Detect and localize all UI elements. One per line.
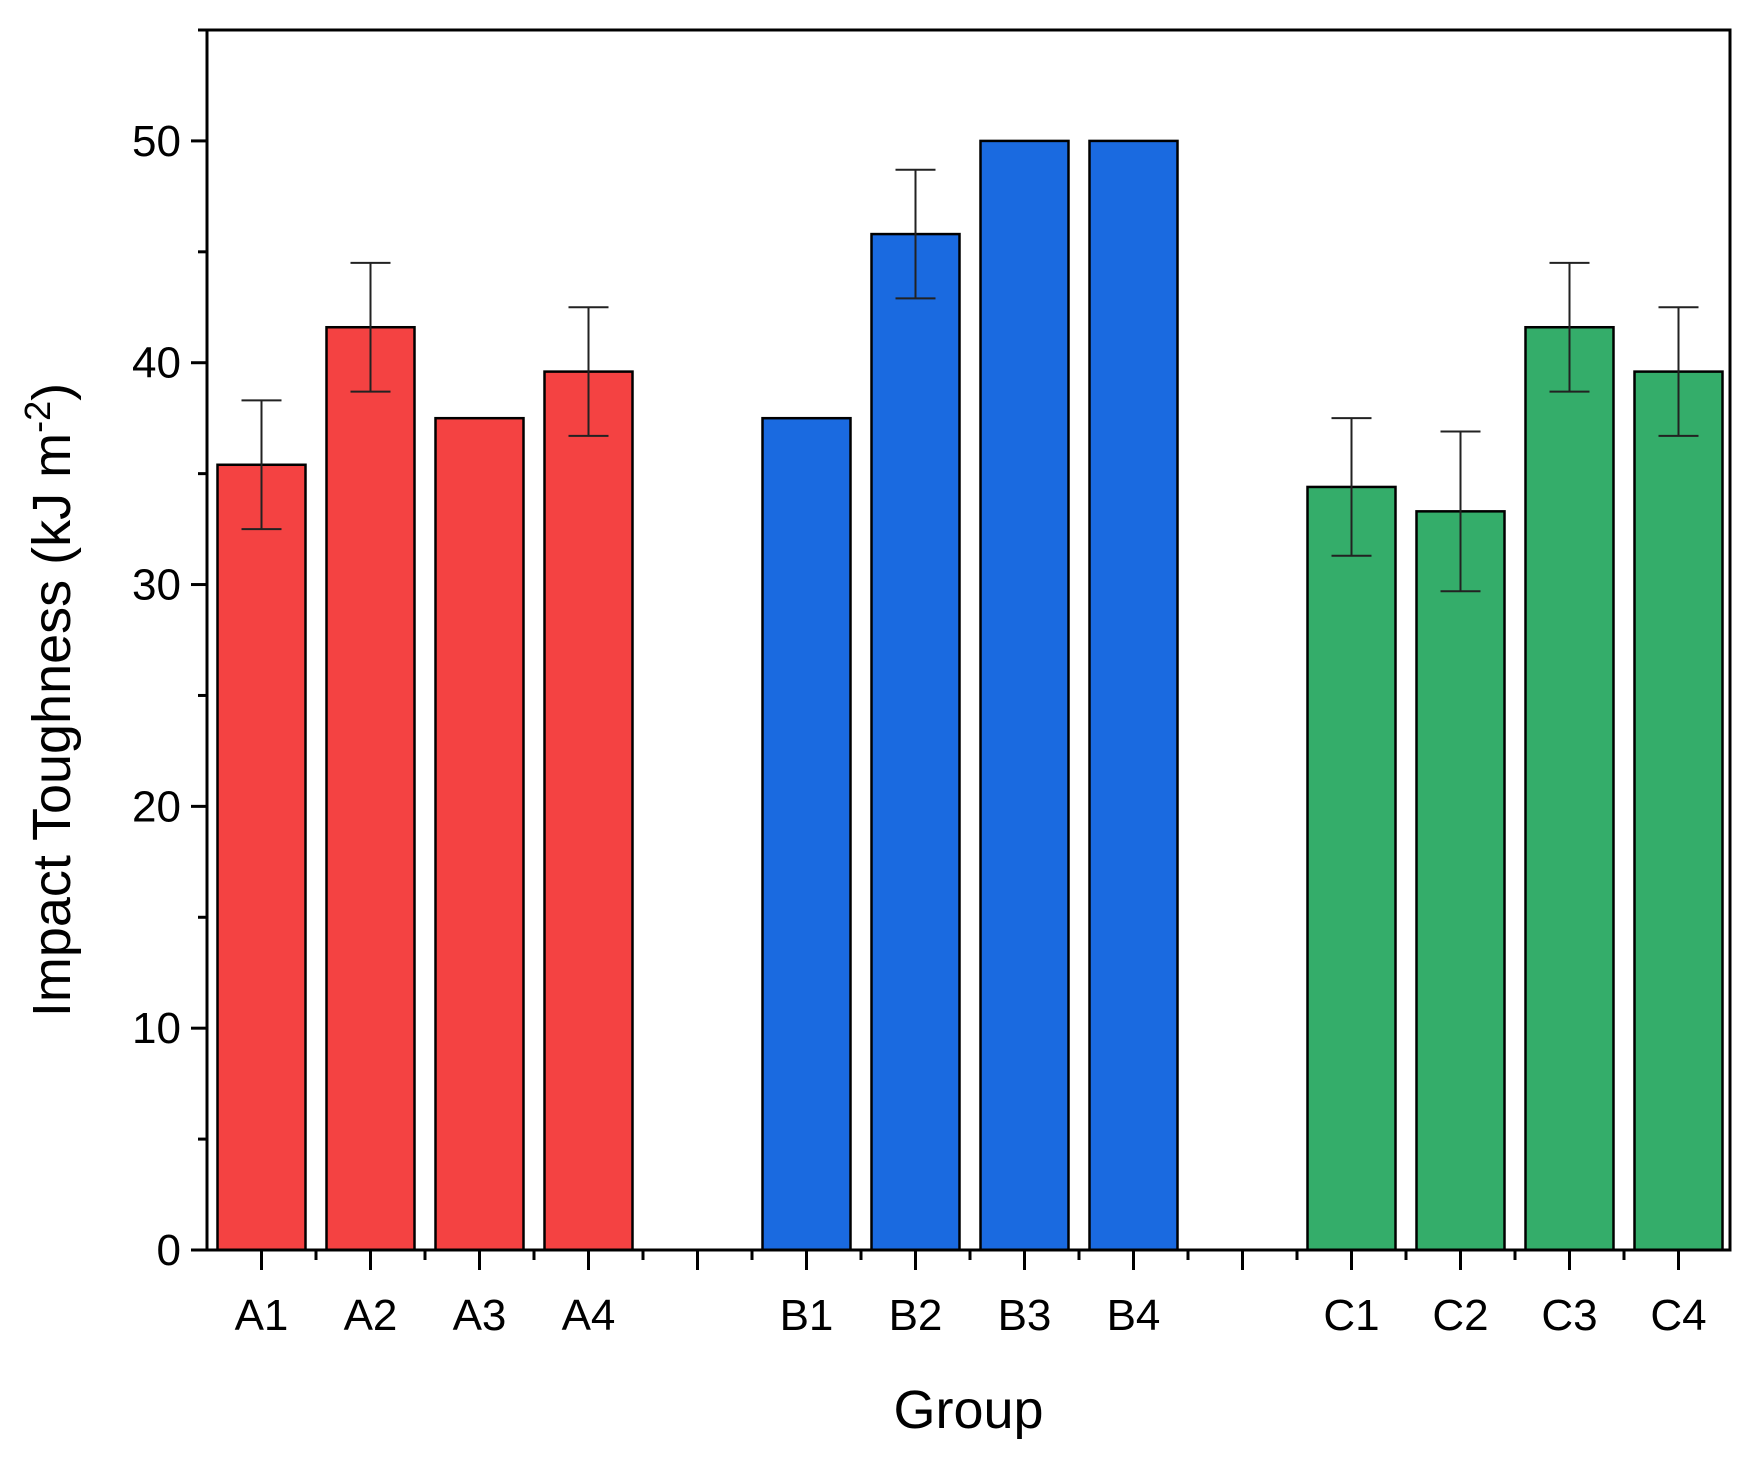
x-tick-label-b2: B2 [889,1291,943,1340]
x-tick-label-a4: A4 [562,1291,616,1340]
error-bar-a4 [568,306,609,437]
y-tick-label: 20 [132,782,181,831]
y-tick-label: 30 [132,561,181,610]
bar-a3 [434,416,525,1252]
bar-c4 [1633,370,1724,1252]
bar-b3 [979,139,1070,1252]
y-axis-title-close: ) [22,383,82,401]
bar-b1 [761,416,852,1252]
y-tick-label: 50 [132,117,181,166]
error-bar-b2 [895,168,936,300]
x-tick-label-b1: B1 [780,1291,834,1340]
bar-a1 [216,463,307,1252]
bar-b2 [870,232,961,1252]
bar-c1 [1306,485,1397,1252]
error-bar-a2 [350,261,391,393]
y-axis-title: Impact Toughness (kJ m-2) [17,383,82,1017]
bar-a2 [325,325,416,1252]
bar-a4 [543,370,634,1252]
axes-layer [191,28,1732,1270]
y-axis-title-main: Impact Toughness (kJ m [22,433,82,1017]
x-tick-label-c2: C2 [1432,1291,1488,1340]
y-axis-title-superscript: -2 [17,401,58,433]
error-bar-a1 [241,399,282,531]
x-tick-label-a1: A1 [235,1291,289,1340]
bar-b4 [1088,139,1179,1252]
y-tick-label: 0 [157,1226,181,1275]
error-bars-layer [241,168,1699,593]
x-tick-label-b4: B4 [1107,1291,1161,1340]
x-tick-label-b3: B3 [998,1291,1052,1340]
x-tick-label-c4: C4 [1650,1291,1706,1340]
x-tick-label-a2: A2 [344,1291,398,1340]
error-bar-c2 [1440,430,1481,593]
x-tick-label-c1: C1 [1323,1291,1379,1340]
x-axis-title: Group [893,1380,1043,1440]
bar-c2 [1415,510,1506,1252]
error-bar-c3 [1549,261,1590,393]
x-tick-label-c3: C3 [1541,1291,1597,1340]
bars-layer [216,139,1724,1252]
y-tick-label: 10 [132,1004,181,1053]
labels-layer: 0 10 20 30 40 50 A1 A2 A3 A4 B1 B2 B3 B4 C1 C2 C3 C4 Group… [17,117,1707,1440]
bar-c3 [1524,325,1615,1252]
y-tick-label: 40 [132,339,181,388]
error-bar-c1 [1331,417,1372,557]
x-tick-label-a3: A3 [453,1291,507,1340]
error-bar-c4 [1658,306,1699,437]
